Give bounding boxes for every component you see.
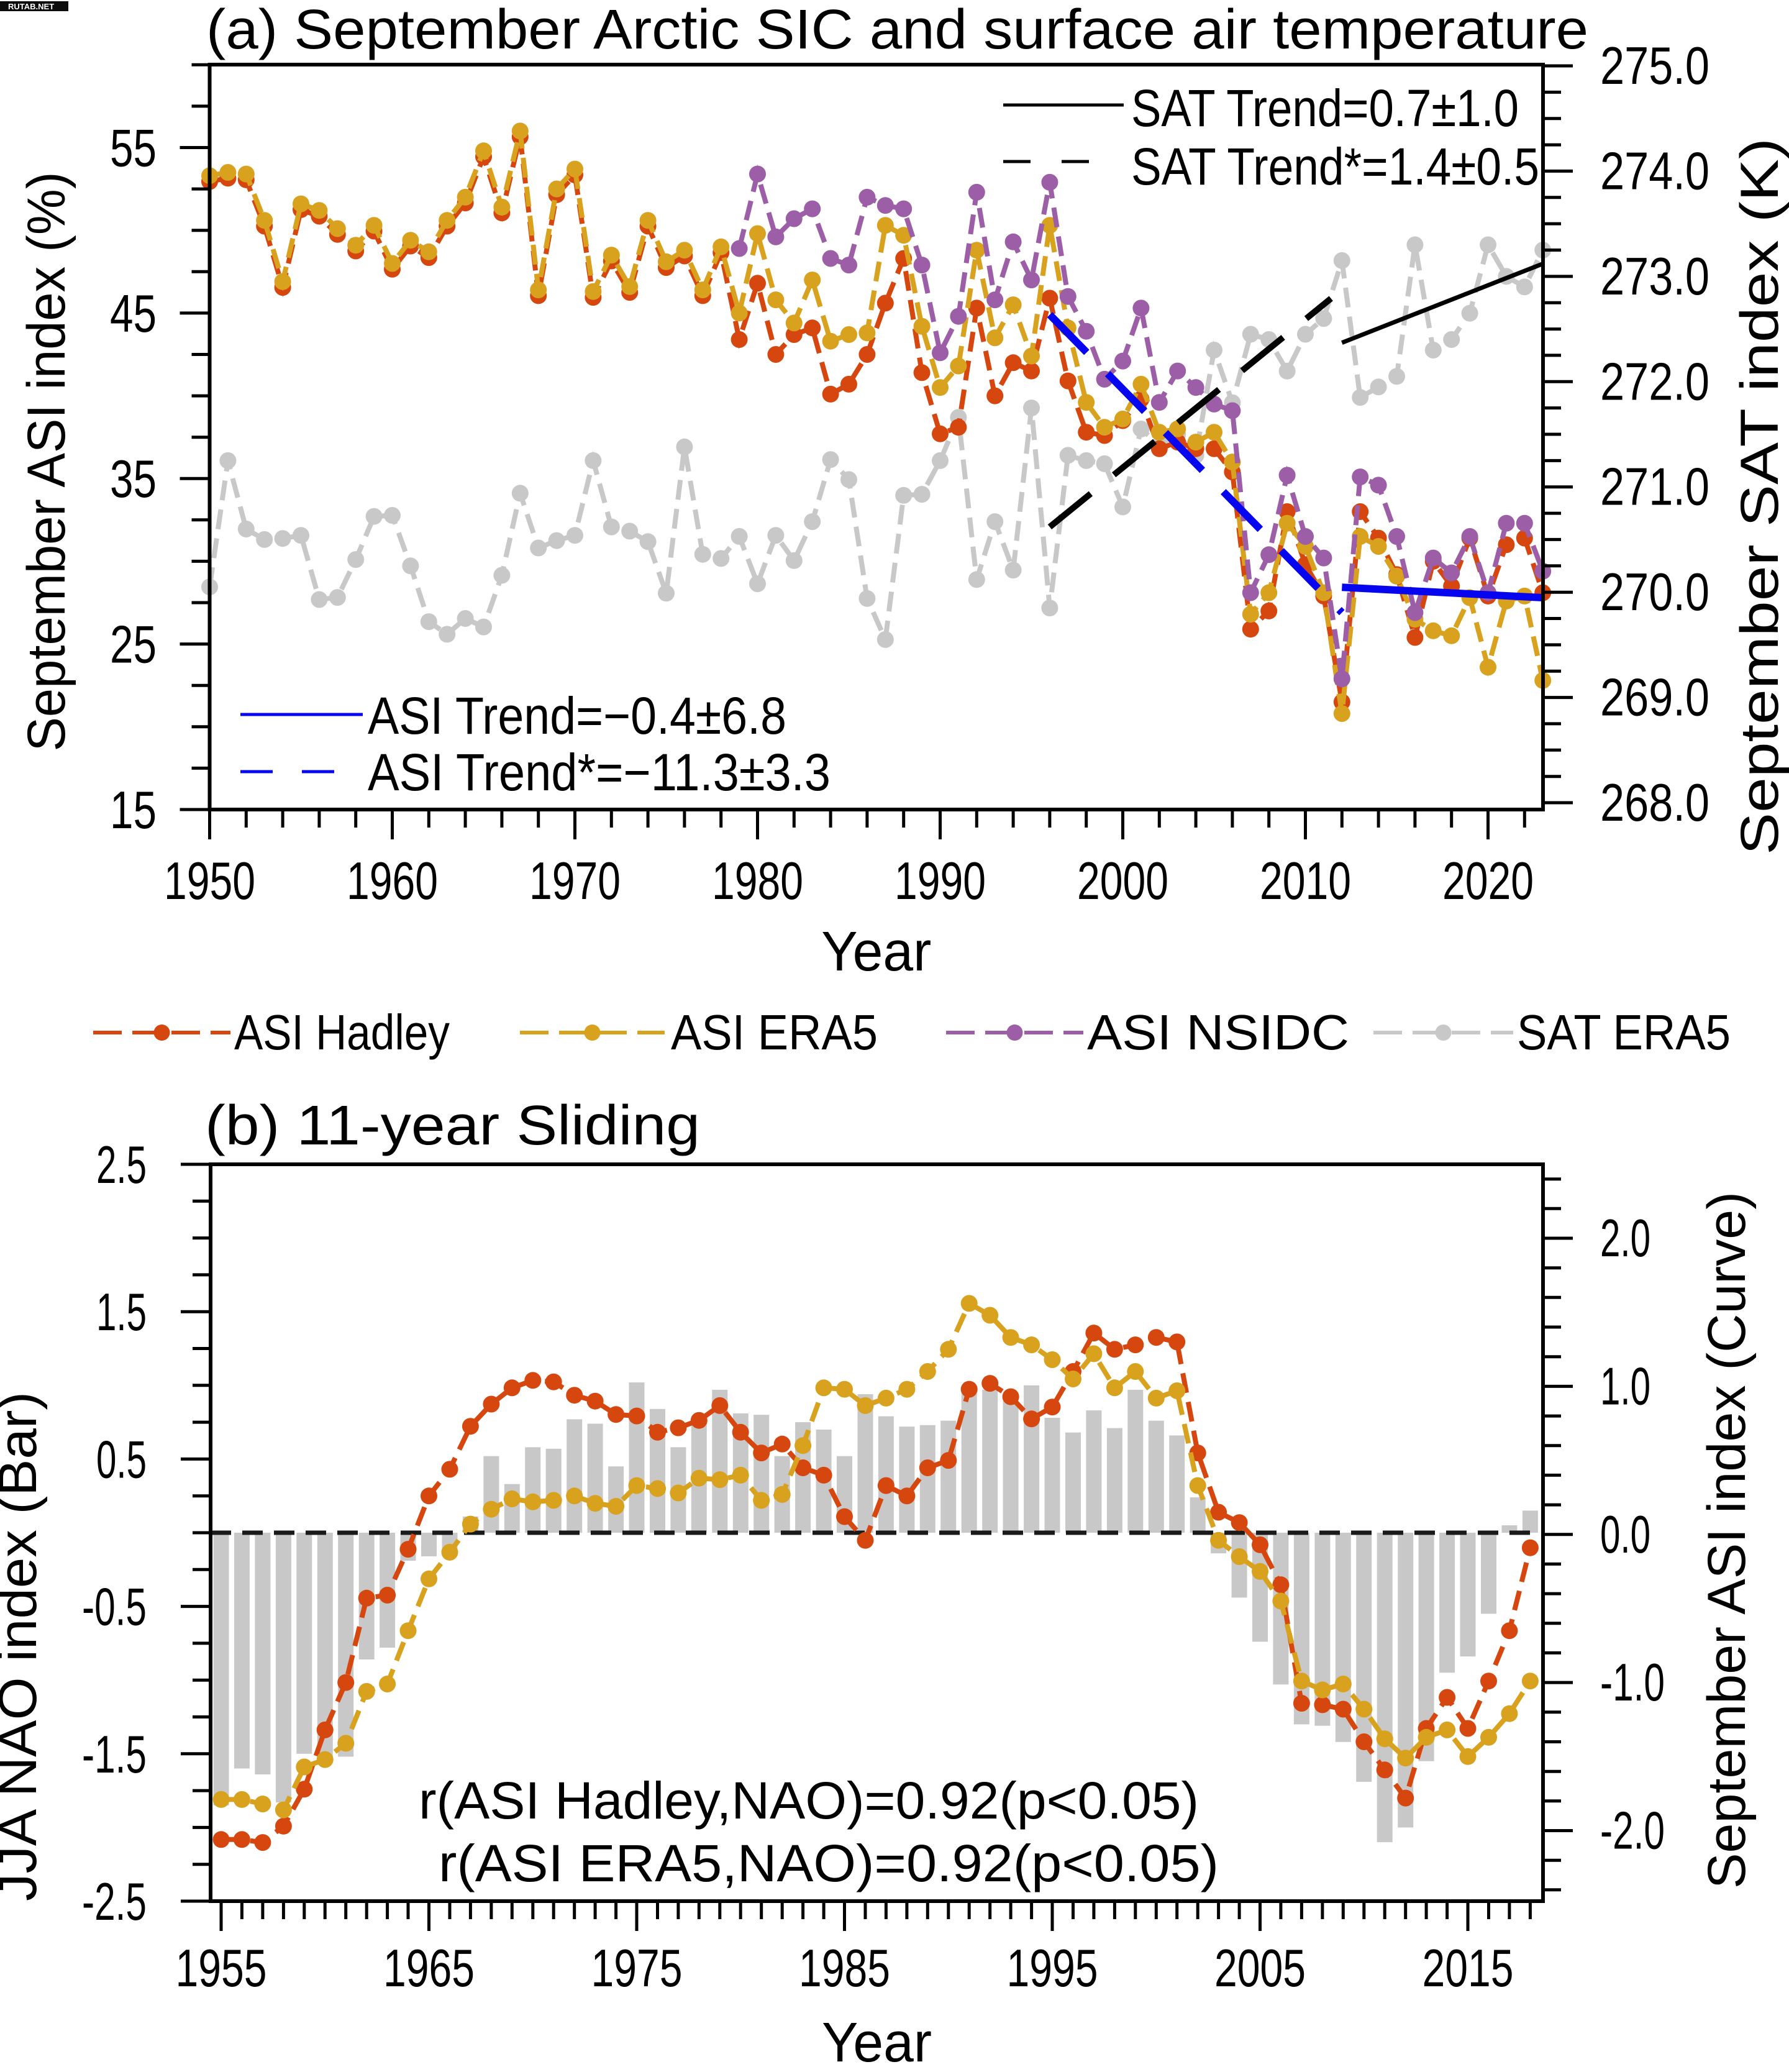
- svg-text:270.0: 270.0: [1600, 563, 1709, 622]
- svg-text:0.0: 0.0: [1600, 1505, 1650, 1564]
- svg-text:1980: 1980: [712, 852, 803, 911]
- svg-text:JJA NAO index (Bar): JJA NAO index (Bar): [0, 1392, 48, 1901]
- svg-text:1965: 1965: [383, 1939, 475, 1998]
- svg-text:273.0: 273.0: [1600, 247, 1709, 306]
- svg-text:(b) 11-year Sliding: (b) 11-year Sliding: [205, 1095, 700, 1157]
- svg-text:r(ASI Hadley,NAO)=0.92(p<0.05): r(ASI Hadley,NAO)=0.92(p<0.05): [419, 1771, 1199, 1830]
- svg-text:SAT Trend*=1.4±0.5: SAT Trend*=1.4±0.5: [1131, 137, 1539, 196]
- svg-text:25: 25: [110, 616, 157, 675]
- svg-text:1.0: 1.0: [1600, 1357, 1650, 1416]
- svg-text:September ASI index (Curve): September ASI index (Curve): [1697, 1192, 1757, 1889]
- svg-text:1990: 1990: [894, 852, 986, 911]
- svg-text:35: 35: [110, 450, 157, 509]
- svg-text:271.0: 271.0: [1600, 458, 1709, 517]
- svg-text:-0.5: -0.5: [82, 1578, 147, 1637]
- svg-text:2005: 2005: [1214, 1939, 1306, 1998]
- svg-text:-2.0: -2.0: [1600, 1802, 1665, 1861]
- svg-text:268.0: 268.0: [1600, 774, 1709, 833]
- svg-text:-1.0: -1.0: [1600, 1653, 1665, 1712]
- svg-text:ASI NSIDC: ASI NSIDC: [1087, 1005, 1349, 1060]
- svg-text:45: 45: [110, 285, 157, 344]
- svg-text:1950: 1950: [164, 852, 255, 911]
- svg-text:Year: Year: [822, 2012, 932, 2072]
- svg-text:1985: 1985: [799, 1939, 890, 1998]
- svg-text:1975: 1975: [591, 1939, 683, 1998]
- svg-text:SAT ERA5: SAT ERA5: [1517, 1005, 1731, 1060]
- svg-text:0.5: 0.5: [96, 1430, 147, 1489]
- svg-text:2020: 2020: [1442, 852, 1534, 911]
- svg-text:1995: 1995: [1007, 1939, 1098, 1998]
- svg-text:2015: 2015: [1423, 1939, 1514, 1998]
- svg-text:ASI Trend*=−11.3±3.3: ASI Trend*=−11.3±3.3: [368, 743, 831, 801]
- svg-text:ASI ERA5: ASI ERA5: [671, 1005, 878, 1060]
- svg-text:(a) September Arctic SIC and s: (a) September Arctic SIC and surface air…: [206, 0, 1588, 61]
- svg-text:2.0: 2.0: [1600, 1209, 1650, 1268]
- svg-text:RUTAB.NET: RUTAB.NET: [8, 2, 54, 11]
- svg-text:SAT Trend=0.7±1.0: SAT Trend=0.7±1.0: [1131, 79, 1519, 137]
- svg-text:1.5: 1.5: [96, 1283, 147, 1342]
- svg-text:r(ASI ERA5,NAO)=0.92(p<0.05): r(ASI ERA5,NAO)=0.92(p<0.05): [439, 1834, 1219, 1892]
- svg-text:-2.5: -2.5: [82, 1873, 147, 1932]
- svg-text:1955: 1955: [176, 1939, 267, 1998]
- svg-text:55: 55: [110, 119, 157, 178]
- svg-text:ASI Trend=−0.4±6.8: ASI Trend=−0.4±6.8: [368, 687, 786, 745]
- svg-text:2.5: 2.5: [96, 1136, 147, 1195]
- svg-text:1960: 1960: [347, 852, 438, 911]
- svg-text:ASI Hadley: ASI Hadley: [234, 1005, 450, 1060]
- svg-text:September SAT index (K): September SAT index (K): [1730, 138, 1789, 855]
- svg-text:275.0: 275.0: [1600, 37, 1709, 96]
- svg-text:-1.5: -1.5: [82, 1725, 147, 1784]
- svg-text:269.0: 269.0: [1600, 669, 1709, 728]
- svg-text:15: 15: [110, 781, 157, 840]
- svg-text:2000: 2000: [1077, 852, 1168, 911]
- svg-text:2010: 2010: [1260, 852, 1351, 911]
- svg-text:272.0: 272.0: [1600, 352, 1709, 411]
- svg-text:Year: Year: [821, 921, 931, 983]
- svg-text:September ASI index (%): September ASI index (%): [17, 172, 76, 752]
- svg-text:1970: 1970: [529, 852, 621, 911]
- svg-text:274.0: 274.0: [1600, 142, 1709, 201]
